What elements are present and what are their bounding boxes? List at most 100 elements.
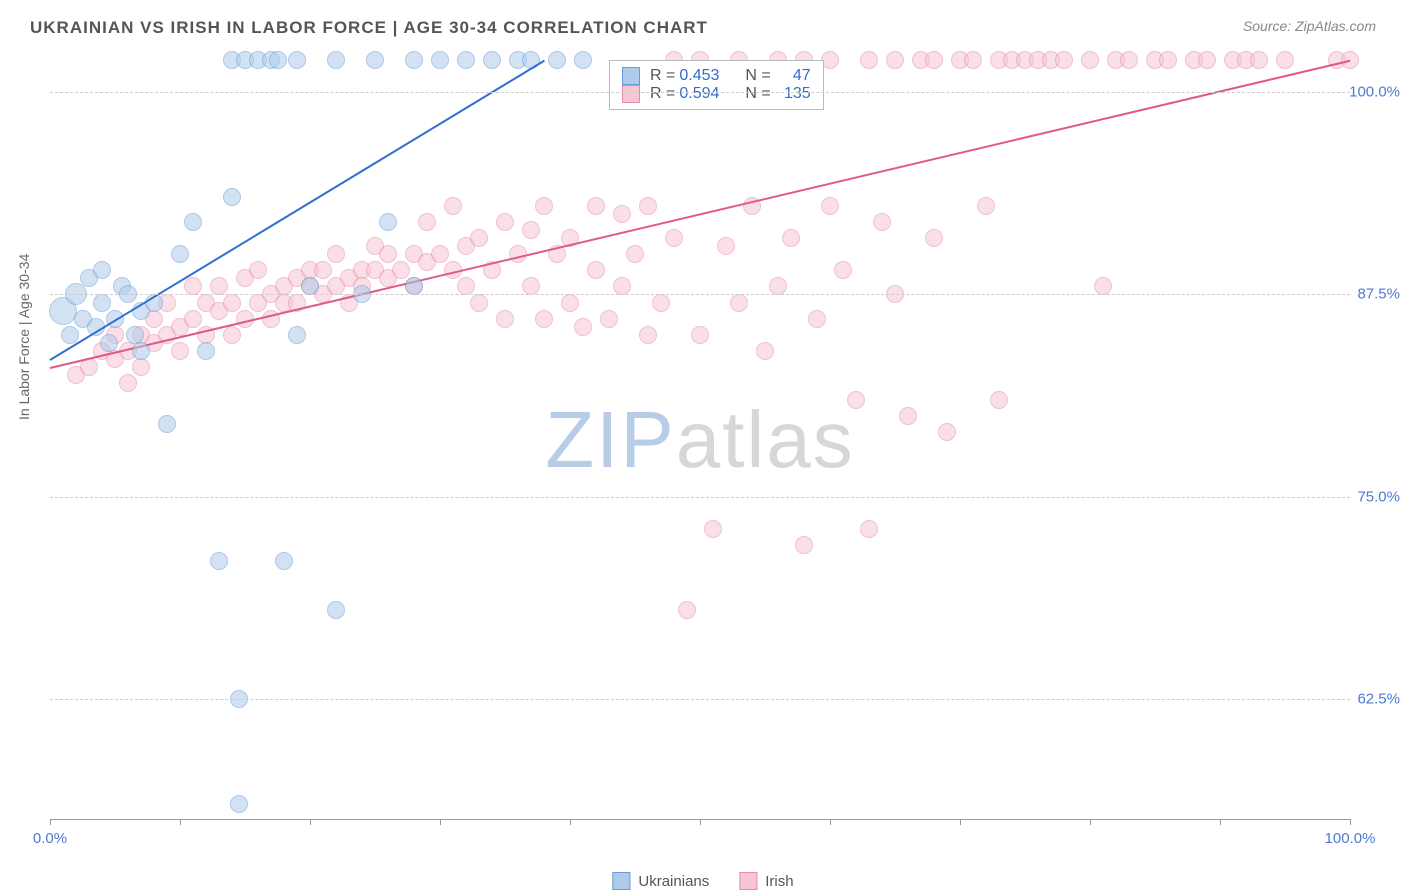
data-point bbox=[496, 213, 514, 231]
x-tick bbox=[1090, 819, 1091, 825]
data-point bbox=[379, 213, 397, 231]
data-point bbox=[1276, 51, 1294, 69]
data-point bbox=[223, 326, 241, 344]
data-point bbox=[587, 261, 605, 279]
data-point bbox=[171, 245, 189, 263]
data-point bbox=[1120, 51, 1138, 69]
legend-item: Ukrainians bbox=[612, 872, 709, 890]
x-tick-label: 0.0% bbox=[33, 830, 67, 847]
data-point bbox=[1081, 51, 1099, 69]
data-point bbox=[210, 552, 228, 570]
legend: Ukrainians Irish bbox=[612, 872, 793, 890]
gridline bbox=[50, 699, 1350, 700]
data-point bbox=[405, 51, 423, 69]
gridline bbox=[50, 497, 1350, 498]
data-point bbox=[496, 310, 514, 328]
n-value: 47 bbox=[775, 67, 811, 85]
legend-swatch-icon bbox=[622, 67, 640, 85]
data-point bbox=[457, 51, 475, 69]
data-point bbox=[301, 277, 319, 295]
data-point bbox=[158, 415, 176, 433]
data-point bbox=[522, 221, 540, 239]
data-point bbox=[925, 229, 943, 247]
n-label: N = bbox=[745, 67, 770, 85]
y-tick-label: 62.5% bbox=[1357, 690, 1400, 707]
data-point bbox=[990, 391, 1008, 409]
y-tick-label: 100.0% bbox=[1349, 84, 1400, 101]
r-label: R = bbox=[650, 85, 675, 103]
data-point bbox=[314, 261, 332, 279]
data-point bbox=[269, 51, 287, 69]
data-point bbox=[444, 197, 462, 215]
data-point bbox=[886, 51, 904, 69]
data-point bbox=[613, 205, 631, 223]
gridline bbox=[50, 92, 1350, 93]
data-point bbox=[197, 342, 215, 360]
data-point bbox=[431, 245, 449, 263]
data-point bbox=[470, 294, 488, 312]
data-point bbox=[847, 391, 865, 409]
x-tick bbox=[180, 819, 181, 825]
x-tick bbox=[700, 819, 701, 825]
data-point bbox=[535, 310, 553, 328]
x-tick bbox=[440, 819, 441, 825]
legend-item: Irish bbox=[739, 872, 793, 890]
data-point bbox=[184, 277, 202, 295]
data-point bbox=[717, 237, 735, 255]
stats-box: R =0.453N =47R =0.594N =135 bbox=[609, 60, 824, 110]
data-point bbox=[795, 536, 813, 554]
data-point bbox=[210, 277, 228, 295]
legend-swatch-icon bbox=[612, 872, 630, 890]
data-point bbox=[132, 358, 150, 376]
data-point bbox=[613, 277, 631, 295]
source-label: Source: ZipAtlas.com bbox=[1243, 18, 1376, 34]
data-point bbox=[587, 197, 605, 215]
data-point bbox=[821, 197, 839, 215]
data-point bbox=[288, 326, 306, 344]
data-point bbox=[626, 245, 644, 263]
data-point bbox=[639, 326, 657, 344]
data-point bbox=[574, 318, 592, 336]
stats-row: R =0.453N =47 bbox=[622, 67, 811, 85]
x-tick bbox=[50, 819, 51, 825]
y-tick-label: 87.5% bbox=[1357, 286, 1400, 303]
data-point bbox=[171, 342, 189, 360]
x-tick bbox=[1220, 819, 1221, 825]
data-point bbox=[483, 51, 501, 69]
data-point bbox=[678, 601, 696, 619]
data-point bbox=[93, 294, 111, 312]
n-label: N = bbox=[745, 85, 770, 103]
data-point bbox=[1094, 277, 1112, 295]
data-point bbox=[418, 213, 436, 231]
data-point bbox=[184, 213, 202, 231]
x-tick-label: 100.0% bbox=[1325, 830, 1376, 847]
stats-row: R =0.594N =135 bbox=[622, 85, 811, 103]
data-point bbox=[366, 51, 384, 69]
y-axis-label: In Labor Force | Age 30-34 bbox=[16, 254, 32, 420]
data-point bbox=[821, 51, 839, 69]
data-point bbox=[288, 51, 306, 69]
data-point bbox=[704, 520, 722, 538]
data-point bbox=[834, 261, 852, 279]
data-point bbox=[100, 334, 118, 352]
data-point bbox=[327, 601, 345, 619]
n-value: 135 bbox=[775, 85, 811, 103]
r-label: R = bbox=[650, 67, 675, 85]
x-tick bbox=[1350, 819, 1351, 825]
data-point bbox=[457, 277, 475, 295]
data-point bbox=[223, 294, 241, 312]
data-point bbox=[230, 795, 248, 813]
data-point bbox=[275, 552, 293, 570]
x-tick bbox=[570, 819, 571, 825]
data-point bbox=[379, 245, 397, 263]
legend-swatch-icon bbox=[739, 872, 757, 890]
data-point bbox=[184, 310, 202, 328]
data-point bbox=[119, 374, 137, 392]
data-point bbox=[808, 310, 826, 328]
data-point bbox=[327, 51, 345, 69]
data-point bbox=[860, 520, 878, 538]
data-point bbox=[574, 51, 592, 69]
data-point bbox=[470, 229, 488, 247]
data-point bbox=[600, 310, 618, 328]
data-point bbox=[756, 342, 774, 360]
